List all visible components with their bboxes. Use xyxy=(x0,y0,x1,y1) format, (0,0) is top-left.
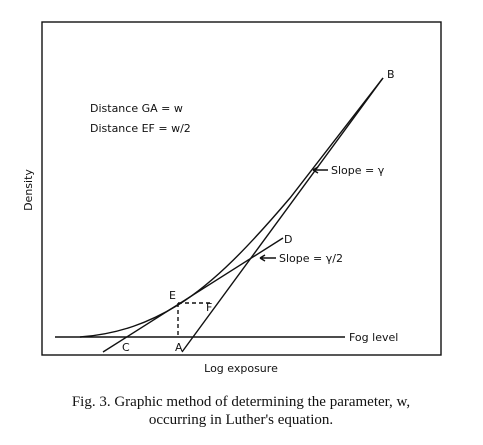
caption: occurring in Luther's equation. xyxy=(149,412,333,428)
annotation: Slope = γ/2 xyxy=(279,252,343,265)
annotation: Slope = γ xyxy=(331,164,385,177)
point-label: D xyxy=(284,233,292,246)
caption: Fig. 3. Graphic method of determining th… xyxy=(72,394,410,410)
tangent-d xyxy=(102,237,284,353)
tangent-b xyxy=(181,77,384,353)
arrow xyxy=(259,254,276,262)
arrow xyxy=(312,166,328,174)
point-label: A xyxy=(175,341,183,354)
annotation: Fog level xyxy=(349,331,398,344)
point-label: B xyxy=(387,68,395,81)
point-label: F xyxy=(206,301,212,314)
point-label: E xyxy=(169,289,176,302)
curve xyxy=(79,77,384,338)
frame xyxy=(41,21,442,356)
dashed-guides xyxy=(177,302,213,337)
point-label: C xyxy=(122,341,130,354)
annotation: Distance GA = w xyxy=(90,102,183,115)
annotation: Distance EF = w/2 xyxy=(90,122,191,135)
y-axis-label: Density xyxy=(22,169,35,211)
x-axis-label: Log exposure xyxy=(204,362,278,375)
